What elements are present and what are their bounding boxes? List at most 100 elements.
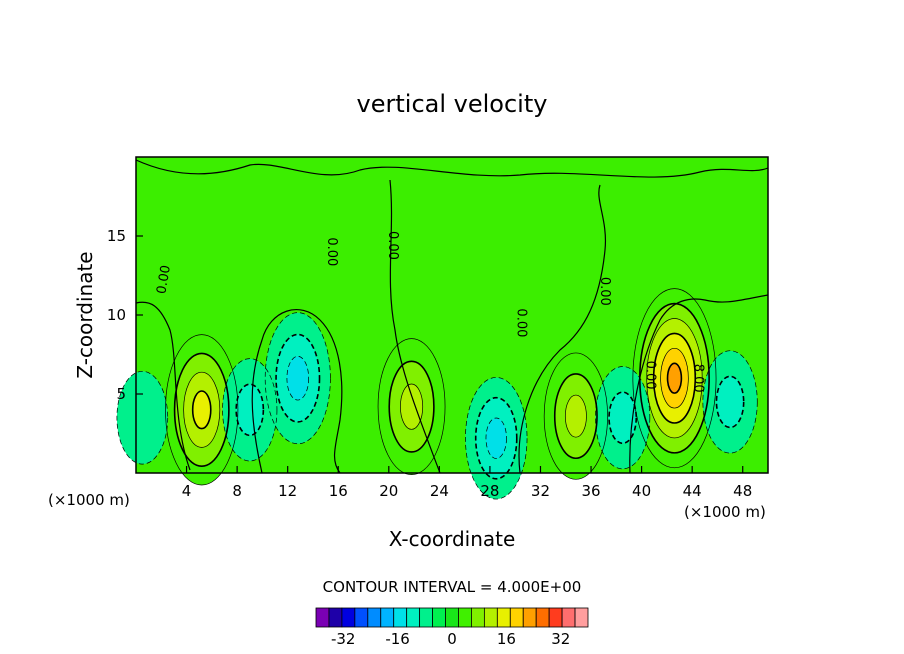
- colorbar-swatch-9: [432, 607, 446, 628]
- colorbar-swatch-14: [496, 607, 511, 628]
- chart-title: vertical velocity: [357, 90, 548, 118]
- contour-line-0-4: [191, 390, 212, 430]
- contour-fill-7-2: [609, 392, 637, 444]
- colorbar-swatch-1: [328, 607, 343, 628]
- plot-area: 0.00 0.00 0.00 0.00 0.00 0.00 8.00: [116, 156, 769, 500]
- colorbar-swatch-19: [561, 607, 576, 628]
- colorbar-tick-4: 32: [551, 630, 570, 648]
- x-tick-label-7: 32: [531, 482, 550, 500]
- zero-contour-2: [389, 179, 441, 474]
- zero-contour-4: [629, 294, 769, 474]
- contour-interval: CONTOUR INTERVAL = 4.000E+00: [323, 578, 582, 596]
- contour-line-5-2: [235, 383, 265, 437]
- contour-line-4-3: [286, 355, 310, 401]
- contour-fill-2-3: [565, 395, 587, 438]
- colorbar-swatch-15: [509, 607, 524, 628]
- colorbar-tick-0: -32: [331, 630, 356, 648]
- colorbar-tick-2: 0: [447, 630, 457, 648]
- colorbar-swatch-13: [483, 607, 498, 628]
- colorbar-swatch-17: [535, 607, 550, 628]
- contour-line-5-1: [222, 358, 278, 462]
- y-tick-label-2: 15: [107, 227, 126, 245]
- contour-line-1-3: [400, 383, 424, 430]
- x-tick-label-1: 8: [232, 482, 242, 500]
- contour-fill-0-4: [192, 391, 211, 429]
- colorbar-swatch-16: [522, 607, 537, 628]
- x-tick-label-2: 12: [278, 482, 297, 500]
- colorbar-swatch-6: [393, 607, 408, 628]
- contour-line-1-2: [388, 360, 435, 453]
- contour-fill-4-3: [286, 356, 309, 401]
- x-unit-right: (×1000 m): [684, 503, 766, 521]
- y-tick-label-1: 10: [107, 306, 126, 324]
- colorbar: [315, 607, 589, 628]
- contour-line-6-2: [474, 396, 518, 480]
- x-tick-label-6: 28: [480, 482, 499, 500]
- contour-line-3-6: [666, 362, 683, 394]
- contour-line-2-3: [564, 394, 587, 438]
- contour-line-9-1: [116, 370, 169, 465]
- colorbar-swatch-2: [341, 607, 356, 628]
- contour-line-3-3: [646, 318, 703, 439]
- x-tick-label-9: 40: [632, 482, 651, 500]
- contour-label-1: 0.00: [385, 231, 400, 260]
- x-tick-label-10: 44: [683, 482, 702, 500]
- colorbar-swatch-0: [315, 607, 330, 628]
- contour-labels: 0.00 0.00 0.00 0.00 0.00 0.00 8.00: [154, 231, 705, 393]
- colorbar-swatch-8: [419, 607, 433, 628]
- contour-line-0-1: [165, 334, 239, 486]
- contour-line-8-1: [702, 350, 758, 454]
- contour-fill-3-6: [667, 363, 682, 394]
- contour-line-7-2: [608, 391, 638, 445]
- colorbar-swatch-10: [445, 607, 459, 628]
- zero-contour-0: [135, 301, 191, 471]
- contour-line-6-1: [465, 377, 528, 500]
- colorbar-swatch-18: [548, 607, 563, 628]
- colorbar-swatch-3: [354, 607, 369, 628]
- contour-line-4-1: [264, 312, 331, 445]
- contour-line-2-1: [543, 352, 608, 480]
- x-tick-label-0: 4: [182, 482, 192, 500]
- contour-line-0-3: [183, 371, 221, 448]
- x-tick-label-3: 16: [329, 482, 348, 500]
- zero-contour-1: [251, 309, 343, 474]
- y-axis: 5 10 15: [107, 227, 143, 403]
- contour-label-4: 0.00: [643, 361, 658, 390]
- contour-line-0-2: [173, 352, 230, 467]
- x-tick-label-5: 24: [430, 482, 449, 500]
- contour-fill-8-2: [716, 376, 744, 428]
- x-tick-label-11: 48: [733, 482, 752, 500]
- contour-line-4-2: [275, 333, 321, 423]
- y-axis-label: Z-coordinate: [73, 251, 97, 378]
- contour-fill-9-1: [116, 371, 168, 465]
- colorbar-swatch-5: [380, 607, 395, 628]
- y-tick-label-0: 5: [116, 385, 126, 403]
- colorbar-tick-3: 16: [497, 630, 516, 648]
- x-tick-label-4: 20: [379, 482, 398, 500]
- colorbar-swatch-11: [458, 607, 472, 628]
- contour-label-3: 0.00: [597, 277, 612, 306]
- contour-line-3-1: [632, 288, 717, 469]
- colorbar-tick-1: -16: [385, 630, 410, 648]
- colorbar-ticks: -32 -16 0 16 32: [331, 630, 570, 648]
- contour-line-3-4: [652, 332, 697, 424]
- contour-lines: [116, 159, 769, 500]
- contour-fill-6-3: [485, 417, 507, 459]
- contour-line-3-5: [660, 347, 689, 409]
- contour-label-0: 0.00: [154, 264, 174, 295]
- contour-fill-5-2: [236, 384, 264, 436]
- x-axis-label: X-coordinate: [389, 527, 516, 551]
- x-tick-label-8: 36: [581, 482, 600, 500]
- colorbar-swatch-20: [574, 607, 589, 628]
- x-unit-left: (×1000 m): [48, 491, 130, 509]
- contour-line-6-3: [485, 417, 507, 459]
- colorbar-swatch-12: [471, 607, 485, 628]
- x-axis: 4 8 12 16 20 24 28 32 36 40 44 48: [182, 466, 752, 500]
- contour-label-6: 8.00: [691, 364, 706, 393]
- contour-line-2-2: [553, 373, 598, 460]
- colorbar-swatch-7: [406, 607, 421, 628]
- colorbar-swatch-4: [367, 607, 382, 628]
- contour-line-8-2: [715, 375, 745, 429]
- contour-label-2: 0.00: [514, 308, 529, 337]
